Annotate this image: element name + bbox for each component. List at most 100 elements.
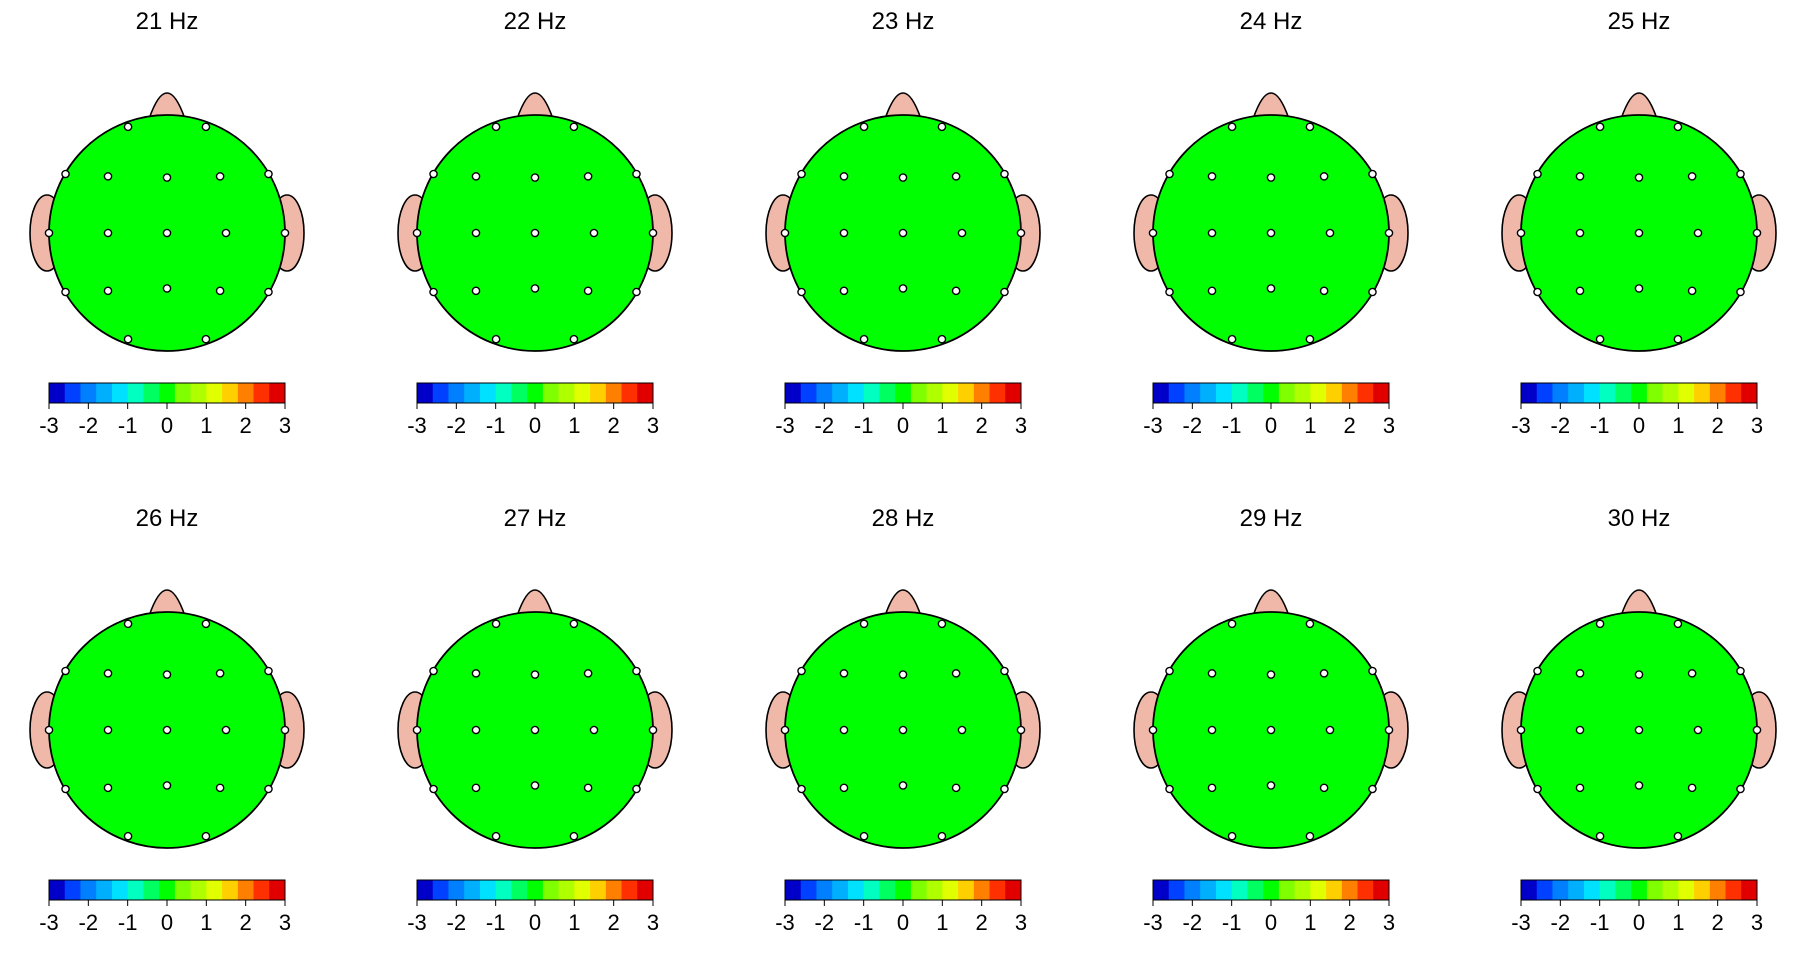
electrode-marker — [201, 122, 211, 132]
electrode-marker — [569, 122, 579, 132]
colorbar-swatch — [190, 383, 207, 403]
colorbar-tick-label: 0 — [897, 910, 909, 935]
electrode-marker — [412, 228, 422, 238]
colorbar-swatch — [511, 880, 528, 900]
electrode-marker — [859, 619, 869, 629]
electrode-marker — [1305, 619, 1315, 629]
topomap-panel: 29 Hz -3 -2 -1 0 1 2 3 — [1133, 505, 1409, 935]
electrode-marker — [61, 784, 70, 794]
electrode-marker — [530, 781, 540, 790]
colorbar-swatch — [1184, 880, 1201, 900]
electrode-marker — [839, 172, 849, 181]
electrode-marker — [429, 784, 438, 794]
electrode-marker — [264, 287, 273, 297]
colorbar-tick-label: 1 — [1304, 910, 1316, 935]
electrode-marker — [632, 784, 641, 794]
colorbar-swatch — [111, 383, 129, 403]
topomap-panel: 28 Hz -3 -2 -1 0 1 2 3 — [765, 505, 1041, 935]
colorbar-swatch — [80, 383, 97, 403]
colorbar-tick-label: -3 — [407, 413, 427, 438]
colorbar-tick-label: -3 — [1143, 910, 1163, 935]
electrode-marker — [1693, 725, 1703, 735]
colorbar-swatch — [222, 383, 239, 403]
electrode-marker — [1000, 666, 1009, 676]
colorbar-swatch — [64, 383, 81, 403]
electrode-marker — [1368, 666, 1377, 676]
colorbar-tick-label: -1 — [486, 910, 506, 935]
colorbar-swatch — [1326, 880, 1343, 900]
colorbar-swatch — [816, 880, 833, 900]
colorbar-swatch — [143, 880, 160, 900]
electrode-marker — [1595, 334, 1605, 344]
colorbar-swatch — [1153, 383, 1170, 403]
colorbar-swatch — [785, 383, 802, 403]
electrode-marker — [957, 725, 967, 735]
electrode-marker — [632, 169, 641, 179]
electrode-marker — [491, 334, 501, 344]
colorbar-tick-label: 0 — [1265, 910, 1277, 935]
electrode-marker — [530, 173, 540, 182]
electrode-marker — [1634, 781, 1644, 790]
electrode-marker — [429, 666, 438, 676]
colorbar-tick-label: 2 — [1712, 910, 1724, 935]
electrode-marker — [1165, 169, 1174, 179]
colorbar-swatch — [847, 880, 865, 900]
colorbar-tick-label: 2 — [1344, 910, 1356, 935]
electrode-marker — [44, 228, 54, 238]
colorbar-swatch — [1725, 383, 1742, 403]
electrode-marker — [1368, 784, 1377, 794]
colorbar-swatch — [1357, 383, 1374, 403]
topomap-panel: 26 Hz -3 -2 -1 0 1 2 3 — [29, 505, 305, 935]
colorbar-swatch — [159, 383, 176, 403]
colorbar-swatch — [64, 880, 81, 900]
panel-title: 26 Hz — [136, 505, 199, 532]
electrode-marker — [103, 669, 113, 678]
electrode-marker — [61, 169, 70, 179]
colorbar-tick-label: -2 — [815, 910, 835, 935]
electrode-marker — [1634, 725, 1644, 735]
colorbar-swatch — [1631, 880, 1648, 900]
colorbar-swatch — [910, 880, 928, 900]
colorbar-swatch — [926, 383, 943, 403]
electrode-marker — [1736, 666, 1745, 676]
colorbar-swatch — [127, 383, 144, 403]
colorbar-swatch — [973, 880, 991, 900]
colorbar-swatch — [926, 880, 943, 900]
colorbar-swatch — [448, 383, 465, 403]
colorbar-swatch — [417, 383, 434, 403]
colorbar-tick-label: -1 — [118, 413, 138, 438]
electrode-marker — [780, 725, 790, 735]
electrode-marker — [1516, 228, 1526, 238]
colorbar-swatch — [1310, 383, 1327, 403]
electrode-marker — [1305, 334, 1315, 344]
colorbar-swatch — [527, 880, 544, 900]
electrode-marker — [103, 228, 113, 238]
colorbar-swatch — [1153, 880, 1170, 900]
electrode-marker — [1384, 228, 1394, 238]
colorbar-tick-label: 3 — [647, 413, 659, 438]
colorbar-tick-label: -1 — [1590, 413, 1610, 438]
colorbar-swatch — [1615, 880, 1632, 900]
colorbar-swatch — [1741, 880, 1758, 900]
colorbar-swatch — [432, 880, 449, 900]
colorbar-tick-label: -2 — [1183, 413, 1203, 438]
electrode-marker — [898, 670, 908, 679]
colorbar-tick-label: 3 — [1015, 910, 1027, 935]
electrode-marker — [1575, 669, 1585, 678]
electrode-marker — [1266, 228, 1276, 238]
colorbar-swatch — [621, 383, 638, 403]
colorbar-tick-label: 0 — [1633, 910, 1645, 935]
colorbar-swatch — [1662, 383, 1679, 403]
colorbar-tick-label: 0 — [529, 910, 541, 935]
panel-title: 27 Hz — [504, 505, 567, 532]
electrode-marker — [898, 781, 908, 790]
electrode-marker — [1634, 173, 1644, 182]
colorbar-swatch — [1231, 383, 1248, 403]
electrode-marker — [215, 783, 225, 793]
electrode-marker — [1319, 669, 1329, 678]
electrode-marker — [1305, 122, 1315, 132]
colorbar-swatch — [190, 880, 207, 900]
colorbar-swatch — [1263, 383, 1280, 403]
panel-title: 23 Hz — [872, 8, 935, 35]
